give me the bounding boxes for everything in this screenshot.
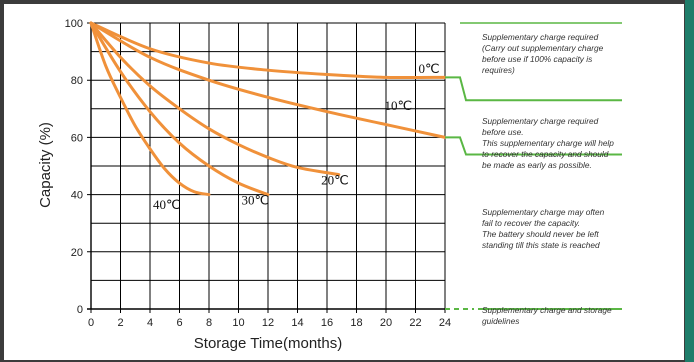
annotation-line: Supplementary charge and storage — [482, 305, 612, 315]
annotation-line: Supplementary charge required — [482, 116, 599, 126]
x-tick-label: 14 — [291, 317, 303, 329]
x-tick-label: 22 — [409, 317, 421, 329]
annotation-line: Supplementary charge may often — [482, 207, 605, 217]
y-tick-label: 0 — [77, 304, 83, 316]
y-tick-label: 20 — [71, 247, 83, 259]
series-line-2 — [89, 21, 341, 177]
series-line-1 — [89, 21, 447, 139]
series-label-4: 40℃ — [153, 197, 181, 212]
series-line-3 — [89, 21, 270, 197]
y-tick-label: 60 — [71, 132, 83, 144]
annotation-line: (Carry out supplementary charge — [482, 43, 604, 53]
annotation-line: The battery should never be left — [482, 229, 599, 239]
annotation-2: Supplementary charge may often fail to re… — [482, 207, 605, 250]
x-tick-label: 6 — [176, 317, 182, 329]
x-tick-label: 12 — [262, 317, 274, 329]
annotation-line: standing till this state is reached — [482, 240, 600, 250]
x-tick-label: 8 — [206, 317, 212, 329]
y-axis-label: Capacity (%) — [37, 122, 54, 208]
series-label-0: 0℃ — [418, 61, 439, 76]
annotation-line: be made as early as possible. — [482, 160, 592, 170]
grid — [87, 22, 446, 313]
x-tick-label: 20 — [380, 317, 392, 329]
right-accent-bar — [685, 0, 694, 362]
annotation-1: Supplementary charge required before use.… — [482, 116, 614, 170]
curves — [89, 21, 447, 197]
guides — [445, 22, 622, 310]
x-axis-label: Storage Time(months) — [194, 335, 342, 352]
x-tick-label: 24 — [439, 317, 451, 329]
series-label-1: 10℃ — [385, 98, 413, 113]
y-tick-label: 100 — [65, 18, 83, 30]
series-labels: 0℃ 10℃ 20℃ 30℃ 40℃ — [153, 61, 440, 212]
series-label-2: 20℃ — [321, 173, 349, 188]
series-line-0 — [89, 21, 447, 80]
guide-mid — [445, 76, 622, 102]
annotation-line: before use. — [482, 127, 524, 137]
chart-panel — [4, 4, 684, 360]
annotation-line: requires) — [482, 65, 515, 75]
x-tick-label: 18 — [350, 317, 362, 329]
guide-low — [445, 136, 622, 156]
annotation-line: before use if 100% capacity is — [482, 54, 592, 64]
annotations: Supplementary charge required (Carry out … — [482, 32, 614, 326]
y-tick-label: 40 — [71, 190, 83, 202]
x-tick-label: 16 — [321, 317, 333, 329]
series-label-3: 30℃ — [241, 193, 269, 208]
x-tick-label: 4 — [147, 317, 153, 329]
annotation-0: Supplementary charge required (Carry out … — [482, 32, 604, 75]
annotation-3: Supplementary charge and storage guidelin… — [482, 305, 612, 326]
annotation-line: This supplementary charge will help — [482, 138, 614, 148]
series-line-4 — [89, 21, 211, 197]
annotation-line: fail to recover the capacity. — [482, 218, 580, 228]
annotation-line: to recover the capacity and should — [482, 149, 609, 159]
y-tick-label: 80 — [71, 75, 83, 87]
annotation-line: guidelines — [482, 316, 519, 326]
x-tick-label: 2 — [117, 317, 123, 329]
x-tick-label: 10 — [232, 317, 244, 329]
annotation-line: Supplementary charge required — [482, 32, 599, 42]
x-tick-label: 0 — [88, 317, 94, 329]
